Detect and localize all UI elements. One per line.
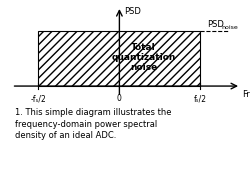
Text: fₛ/2: fₛ/2 [194,94,207,103]
Text: -fₛ/2: -fₛ/2 [30,94,46,103]
Text: Freq: Freq [242,90,250,99]
Text: noise: noise [222,25,238,30]
Text: Total
quantization
noise: Total quantization noise [112,42,176,72]
Text: PSD: PSD [124,7,141,16]
Text: 1. This simple diagram illustrates the
frequency-domain power spectral
density o: 1. This simple diagram illustrates the f… [15,108,171,140]
Text: PSD: PSD [207,20,224,29]
Text: 0: 0 [117,94,122,103]
Bar [38,31,200,86]
